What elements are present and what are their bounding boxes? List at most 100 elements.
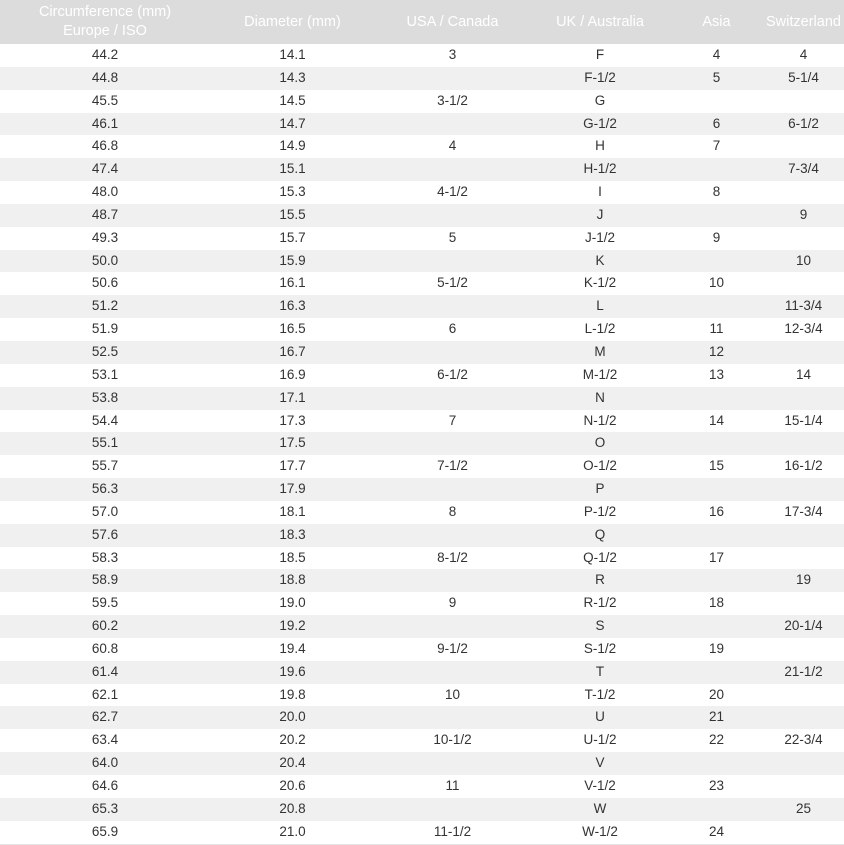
cell-circumference: 60.2: [91, 618, 119, 634]
column-header-diameter: Diameter (mm): [210, 0, 375, 44]
cell-switzerland: [763, 820, 844, 845]
cell-uk_australia: R-1/2: [583, 595, 617, 611]
cell-usa_canada: [375, 524, 530, 547]
column-header-uk-australia: UK / Australia: [530, 0, 670, 44]
cell-usa_canada: 7-1/2: [437, 458, 468, 474]
cell-asia: 20: [708, 686, 725, 702]
cell-diameter: 16.7: [279, 343, 306, 359]
cell-uk_australia: N-1/2: [583, 412, 617, 428]
cell-switzerland: [763, 592, 844, 615]
cell-diameter: 17.3: [279, 412, 306, 428]
table-row: 65.9 21.0 11-1/2 W-1/2 24: [0, 820, 844, 845]
cell-diameter: 19.2: [279, 618, 306, 634]
table-row: 44.2 14.1 3 F 4 4: [0, 44, 844, 67]
cell-asia: 18: [708, 595, 725, 611]
cell-uk_australia: K-1/2: [583, 275, 617, 291]
cell-uk_australia: T-1/2: [584, 686, 616, 702]
cell-asia: 19: [708, 640, 725, 656]
cell-circumference: 62.1: [91, 686, 119, 702]
table-row: 57.0 18.1 8 P-1/2 16 17-3/4: [0, 500, 844, 524]
cell-uk_australia: V: [595, 755, 605, 771]
cell-usa_canada: 4-1/2: [437, 184, 468, 200]
cell-diameter: 18.3: [279, 526, 306, 542]
cell-uk_australia: G-1/2: [583, 115, 617, 131]
cell-usa_canada: 11: [445, 778, 460, 793]
table-row: 49.3 15.7 5 J-1/2 9: [0, 226, 844, 250]
cell-circumference: 45.5: [91, 92, 119, 108]
table-row: 51.9 16.5 6 L-1/2 11 12-3/4: [0, 318, 844, 341]
cell-switzerland: [763, 135, 844, 158]
cell-circumference: 57.6: [91, 526, 119, 542]
table-row: 61.4 19.6 T 21-1/2: [0, 660, 844, 684]
cell-usa_canada: 5-1/2: [437, 275, 468, 291]
cell-asia: [670, 615, 763, 638]
cell-diameter: 20.6: [279, 778, 306, 793]
table-row: 46.1 14.7 G-1/2 6 6-1/2: [0, 112, 844, 136]
cell-circumference: 44.8: [91, 69, 119, 85]
cell-usa_canada: [375, 569, 530, 592]
cell-uk_australia: L: [596, 298, 604, 314]
cell-switzerland: 10: [795, 252, 812, 268]
cell-switzerland: [763, 272, 844, 295]
table-row: 54.4 17.3 7 N-1/2 14 15-1/4: [0, 409, 844, 433]
cell-asia: 14: [708, 412, 725, 428]
column-header-circumference-line-1: Circumference (mm): [38, 4, 172, 20]
cell-usa_canada: 3: [448, 47, 457, 62]
table-row: 51.2 16.3 L 11-3/4: [0, 295, 844, 319]
cell-diameter: 14.5: [279, 92, 306, 108]
cell-switzerland: [763, 181, 844, 204]
cell-usa_canada: [375, 432, 530, 455]
cell-circumference: 55.7: [91, 458, 119, 474]
cell-diameter: 15.7: [279, 229, 306, 245]
cell-circumference: 51.2: [91, 298, 119, 314]
cell-asia: 13: [708, 366, 725, 382]
cell-diameter: 15.1: [279, 161, 306, 177]
cell-asia: 17: [708, 549, 725, 565]
column-header-switzerland-line-1: Switzerland: [766, 13, 841, 30]
column-header-asia-line-1: Asia: [702, 13, 731, 30]
cell-asia: [670, 295, 763, 318]
cell-usa_canada: [375, 387, 530, 410]
table-row: 53.1 16.9 6-1/2 M-1/2 13 14: [0, 363, 844, 387]
table-row: 46.8 14.9 4 H 7: [0, 135, 844, 159]
cell-switzerland: 15-1/4: [784, 412, 823, 428]
cell-diameter: 17.1: [279, 389, 306, 405]
cell-uk_australia: P: [595, 481, 605, 497]
cell-switzerland: [763, 478, 844, 501]
table-body: 44.2 14.1 3 F 4 4 44.8 14.3 F-1/2 5 5-1/4 45.5 14.5 3…: [0, 44, 844, 845]
cell-usa_canada: [375, 706, 530, 729]
cell-circumference: 58.3: [91, 549, 119, 565]
cell-circumference: 48.0: [91, 184, 119, 200]
cell-usa_canada: [375, 113, 530, 136]
cell-uk_australia: Q-1/2: [583, 549, 617, 565]
cell-asia: 11: [709, 321, 724, 337]
table-row: 65.3 20.8 W 25: [0, 797, 844, 821]
cell-usa_canada: 9-1/2: [437, 640, 468, 656]
cell-usa_canada: 7: [448, 412, 457, 428]
table-row: 48.7 15.5 J 9: [0, 203, 844, 227]
table-row: 53.8 17.1 N: [0, 386, 844, 410]
cell-switzerland: 19: [795, 572, 812, 588]
cell-circumference: 50.6: [91, 275, 119, 291]
cell-switzerland: 4: [799, 47, 808, 62]
cell-diameter: 19.4: [279, 640, 306, 656]
cell-asia: [670, 158, 763, 181]
cell-diameter: 20.0: [279, 709, 306, 725]
cell-diameter: 16.5: [279, 321, 306, 337]
cell-diameter: 20.8: [279, 800, 306, 816]
cell-diameter: 16.1: [279, 275, 306, 291]
cell-switzerland: [763, 432, 844, 455]
cell-diameter: 16.3: [279, 298, 306, 314]
cell-circumference: 65.9: [0, 820, 210, 845]
column-header-usa-canada-line-1: USA / Canada: [406, 13, 499, 30]
cell-diameter: 14.9: [279, 138, 306, 154]
cell-switzerland: [763, 227, 844, 250]
cell-diameter: 14.3: [279, 69, 306, 85]
cell-asia: [670, 661, 763, 684]
cell-uk_australia: H-1/2: [583, 161, 617, 177]
cell-switzerland: [763, 341, 844, 364]
cell-uk_australia: M: [594, 343, 606, 359]
cell-circumference: 47.4: [91, 161, 119, 177]
cell-usa_canada: 8: [448, 503, 457, 519]
cell-usa_canada: 6-1/2: [437, 366, 468, 382]
